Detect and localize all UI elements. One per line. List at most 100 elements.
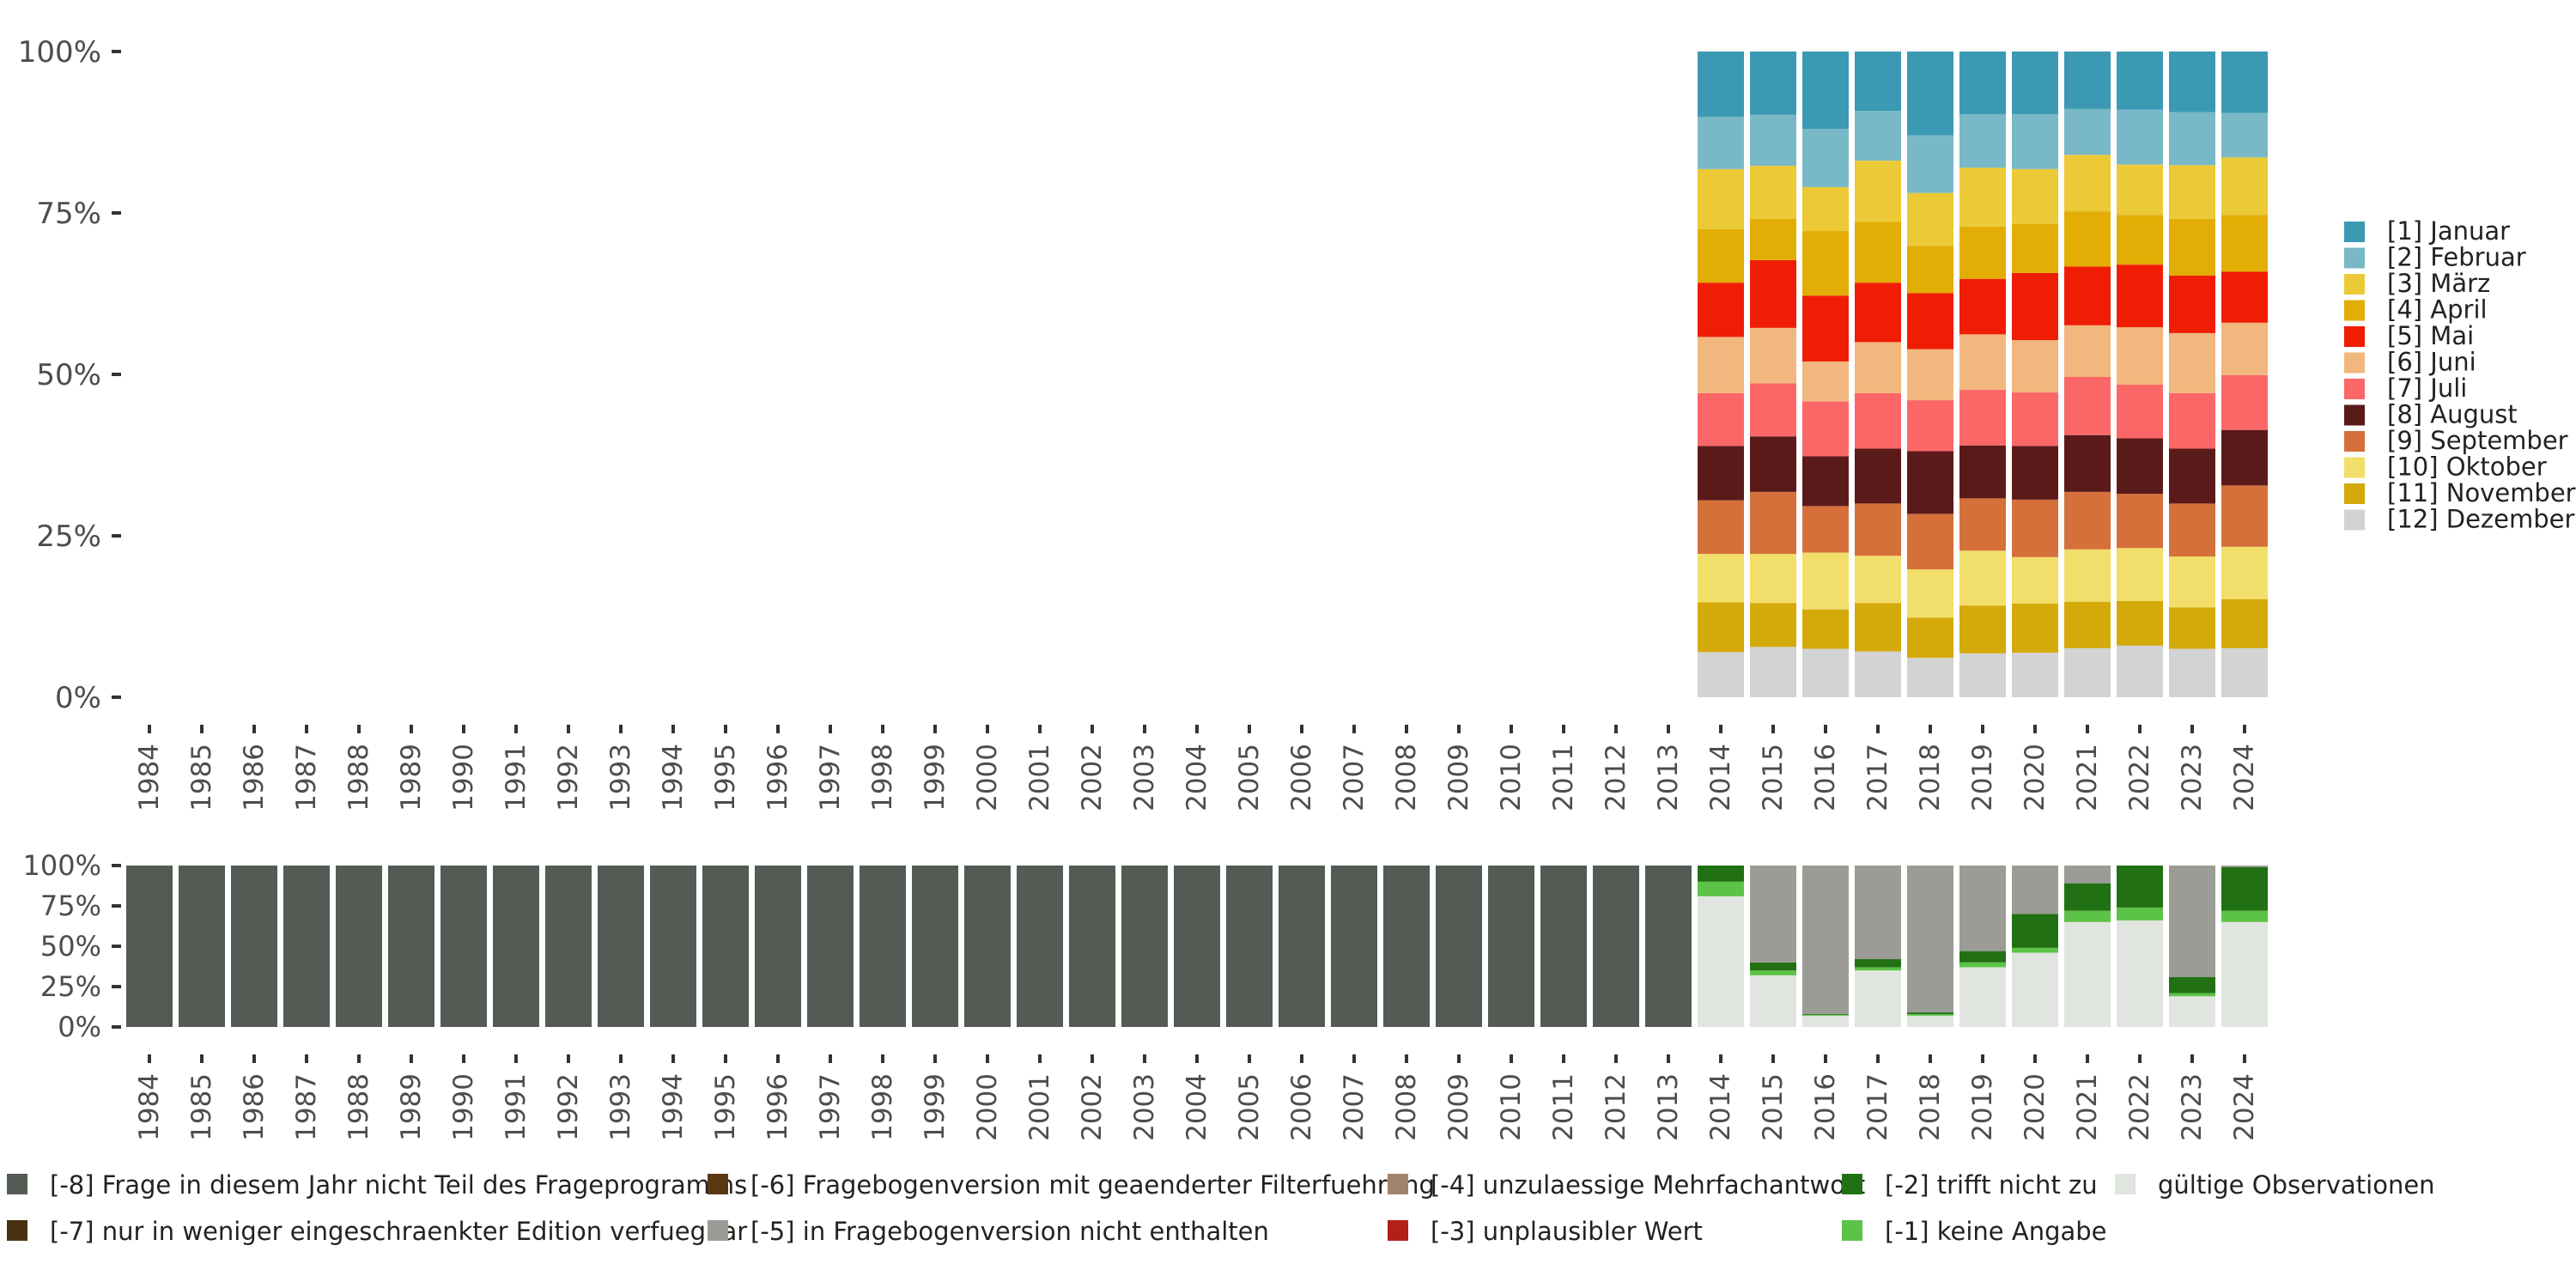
- bar-segment-2018-3: [1907, 513, 1953, 570]
- bar-segment-1993-8: [598, 866, 644, 1027]
- x-tick-label: 1984: [134, 1073, 165, 1141]
- bar-segment-2017-2: [1855, 556, 1901, 604]
- y-tick-label: 100%: [18, 35, 101, 70]
- x-tick-label: 1987: [291, 1073, 322, 1141]
- legend-swatch: [708, 1174, 728, 1194]
- legend-swatch: [1842, 1220, 1862, 1241]
- bar-segment-2024-6: [2221, 322, 2268, 375]
- bar-segment-2022-5: [2117, 385, 2163, 439]
- x-tick-label: 2022: [2124, 744, 2155, 811]
- y-tick-label: 100%: [23, 849, 101, 882]
- bar-segment-2020-2: [2012, 914, 2058, 948]
- bar-segment-2024-3: [2221, 485, 2268, 547]
- x-tick-label: 1993: [605, 744, 636, 811]
- bar-segment-2023-5: [2169, 866, 2215, 977]
- bar-segment-2016-0: [1802, 648, 1849, 697]
- month-legend: [1] Januar[2] Februar[3] März[4] April[5…: [2344, 216, 2576, 534]
- bar-segment-2023-8: [2169, 218, 2215, 276]
- bar-segment-2021-2: [2064, 549, 2111, 602]
- x-tick-label: 1998: [867, 1073, 898, 1141]
- bar-segment-2016-5: [1802, 401, 1849, 457]
- bar-segment-2015-0: [1750, 975, 1796, 1027]
- bar-segment-2015-8: [1750, 218, 1796, 260]
- bar-segment-2022-1: [2117, 600, 2163, 646]
- bar-segment-2021-3: [2064, 491, 2111, 550]
- x-tick-label: 2008: [1391, 1073, 1422, 1141]
- x-tick-label: 2000: [972, 1073, 1003, 1141]
- legend-label: [-6] Fragebogenversion mit geaenderter F…: [750, 1170, 1435, 1200]
- legend-swatch: [2344, 247, 2365, 269]
- bar-segment-2018-5: [1907, 866, 1953, 1013]
- bar-segment-2016-1: [1802, 1014, 1849, 1016]
- bar-segment-2019-1: [1959, 962, 2006, 968]
- bar-segment-2014-5: [1698, 392, 1744, 447]
- bar-segment-2024-7: [2221, 271, 2268, 323]
- bar-segment-2019-0: [1959, 653, 2006, 697]
- bar-segment-2015-5: [1750, 866, 1796, 963]
- bar-segment-2022-0: [2117, 920, 2163, 1027]
- bar-segment-2022-0: [2117, 645, 2163, 697]
- x-tick-label: 1993: [605, 1073, 636, 1141]
- x-tick-label: 1990: [448, 744, 479, 811]
- bar-segment-2021-1: [2064, 910, 2111, 922]
- legend-label: [12] Dezember: [2387, 505, 2574, 534]
- legend-swatch: [1842, 1174, 1862, 1194]
- bar-segment-2022-1: [2117, 907, 2163, 920]
- x-tick-label: 2020: [2020, 744, 2050, 811]
- bar-segment-2022-8: [2117, 215, 2163, 265]
- x-tick-label: 2017: [1862, 1073, 1893, 1141]
- x-tick-label: 2014: [1705, 744, 1736, 811]
- x-tick-label: 2009: [1443, 1073, 1474, 1141]
- legend-label: [-4] unzulaessige Mehrfachantwort: [1431, 1170, 1865, 1200]
- bar-segment-2020-9: [2012, 168, 2058, 224]
- x-tick-label: 1995: [710, 1073, 741, 1141]
- bar-segment-2021-5: [2064, 866, 2111, 884]
- bar-segment-2023-11: [2169, 52, 2215, 112]
- legend-swatch: [2344, 352, 2365, 374]
- bar-segment-2015-1: [1750, 603, 1796, 647]
- x-tick-label: 1994: [658, 1073, 689, 1141]
- bar-segment-2023-2: [2169, 976, 2215, 993]
- bar-segment-2014-7: [1698, 283, 1744, 337]
- bar-segment-2019-10: [1959, 113, 2006, 168]
- bar-segment-1994-8: [650, 866, 696, 1027]
- bar-segment-2018-1: [1907, 1013, 1953, 1016]
- bar-segment-2024-1: [2221, 910, 2268, 922]
- bar-segment-2014-4: [1698, 446, 1744, 501]
- x-tick-label: 2020: [2020, 1073, 2050, 1141]
- legend-label: [5] Mai: [2387, 321, 2474, 350]
- bar-segment-2016-10: [1802, 129, 1849, 187]
- bar-segment-1988-8: [336, 866, 382, 1027]
- bar-segment-2017-8: [1855, 222, 1901, 283]
- bar-segment-2020-11: [2012, 52, 2058, 114]
- bar-segment-2014-2: [1698, 866, 1744, 882]
- x-tick-label: 1989: [396, 744, 427, 811]
- legend-swatch: [2344, 431, 2365, 452]
- bar-segment-2022-3: [2117, 494, 2163, 549]
- bar-segment-2019-7: [1959, 278, 2006, 335]
- bar-segment-2018-4: [1907, 451, 1953, 514]
- legend-swatch: [2344, 274, 2365, 295]
- x-tick-label: 2001: [1024, 1073, 1055, 1141]
- bar-segment-2014-10: [1698, 116, 1744, 169]
- bar-segment-2024-4: [2221, 429, 2268, 486]
- bar-segment-2018-1: [1907, 617, 1953, 659]
- bar-segment-2019-2: [1959, 550, 2006, 606]
- bar-segment-2021-7: [2064, 266, 2111, 325]
- bar-segment-1995-8: [702, 866, 749, 1027]
- legend-label: gültige Observationen: [2158, 1170, 2435, 1200]
- x-tick-label: 2016: [1810, 1073, 1841, 1141]
- legend-label: [8] August: [2387, 400, 2518, 429]
- bar-segment-2023-4: [2169, 448, 2215, 504]
- x-tick-label: 2023: [2177, 744, 2208, 811]
- bar-segment-2024-2: [2221, 546, 2268, 599]
- bar-segment-2015-10: [1750, 114, 1796, 167]
- legend-label: [11] November: [2387, 478, 2576, 507]
- bar-segment-2019-4: [1959, 445, 2006, 499]
- bar-segment-1989-8: [388, 866, 434, 1027]
- bar-segment-1998-8: [860, 866, 906, 1027]
- bar-segment-2021-11: [2064, 52, 2111, 109]
- x-tick-label: 2014: [1705, 1073, 1736, 1141]
- bar-segment-1985-8: [179, 866, 225, 1027]
